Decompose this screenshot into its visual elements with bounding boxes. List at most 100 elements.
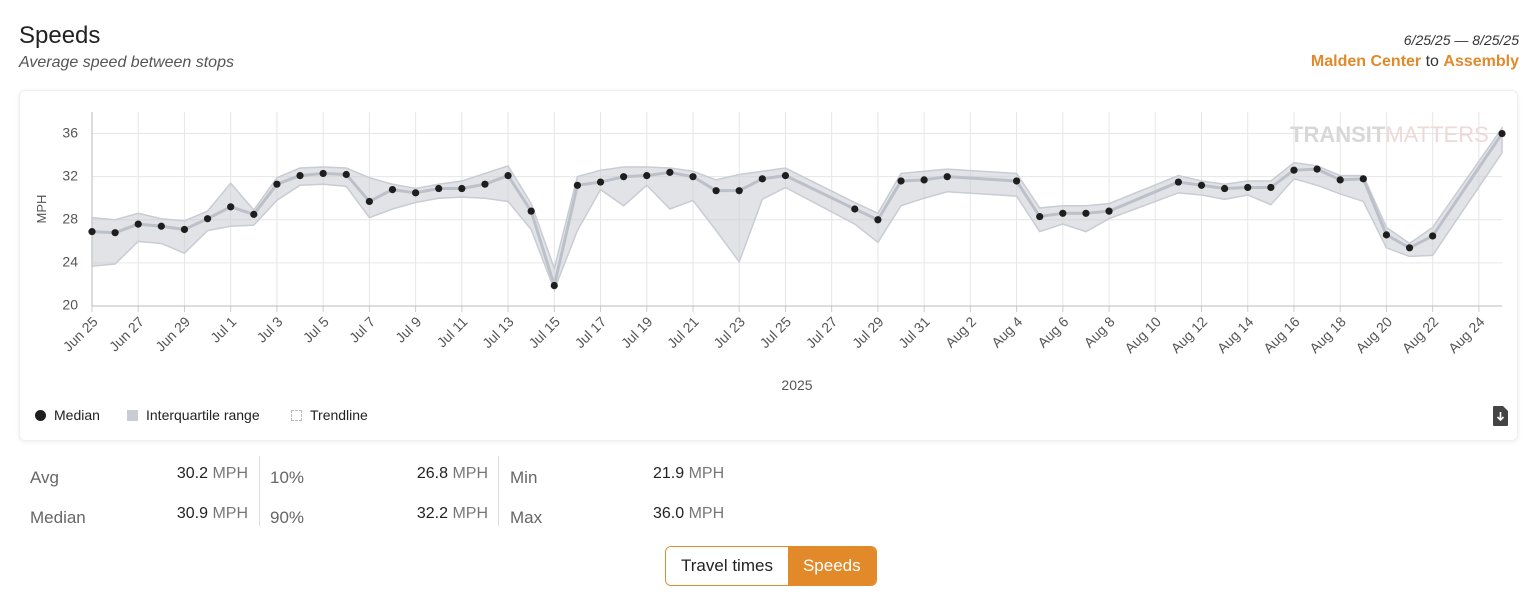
x-tick-label: Aug 2: [942, 313, 979, 350]
median-point: [550, 281, 558, 290]
median-point: [481, 180, 489, 188]
x-tick-label: Jul 7: [346, 313, 378, 345]
median-point: [596, 178, 605, 186]
x-tick-label: Aug 14: [1214, 313, 1257, 356]
median-point: [1036, 212, 1044, 221]
median-point: [111, 229, 119, 237]
median-point: [666, 168, 674, 176]
median-point: [689, 173, 697, 181]
stat-unit: MPH: [688, 465, 725, 482]
median-point: [227, 203, 235, 211]
title: Speeds: [19, 22, 101, 49]
median-point: [1336, 176, 1344, 184]
toggle-button[interactable]: Travel times: [666, 547, 788, 585]
median-point: [874, 216, 882, 224]
median-point: [712, 187, 720, 195]
median-point: [1382, 231, 1391, 239]
median-point: [180, 225, 189, 234]
y-tick-label: 32: [62, 167, 78, 183]
legend-swatch: [127, 409, 138, 421]
legend-median[interactable]: Median: [35, 407, 100, 423]
watermark-light: MATTERS: [1385, 122, 1488, 147]
iqr-band: [91, 125, 1503, 292]
median-point: [203, 215, 212, 223]
x-tick-label: Jul 27: [803, 313, 841, 351]
median-point: [573, 181, 582, 189]
median-point: [319, 169, 327, 178]
median-point: [388, 186, 397, 194]
x-tick-label: Jul 31: [895, 313, 933, 351]
median-point: [1359, 175, 1367, 183]
median-point: [943, 173, 951, 181]
x-tick-label: Aug 12: [1168, 313, 1211, 356]
x-tick-label: Jul 11: [434, 313, 471, 350]
separator: [259, 456, 260, 526]
watermark-bold: TRANSIT: [1290, 122, 1386, 147]
median-point: [342, 170, 350, 179]
plot-area: [88, 112, 1506, 312]
legend-swatch: [35, 409, 46, 421]
chart-card: [19, 90, 1518, 441]
x-tick-label: Jul 25: [756, 313, 794, 351]
median-point: [1244, 183, 1252, 192]
to-stop[interactable]: Assembly: [1443, 53, 1519, 70]
legend-label: Trendline: [310, 407, 368, 423]
x-tick-label: Aug 18: [1306, 313, 1349, 356]
median-point: [435, 184, 443, 193]
x-tick-label: Aug 4: [988, 313, 1025, 350]
x-tick-label: Jul 15: [525, 313, 563, 351]
stat-label: Avg: [30, 468, 59, 487]
median-point: [88, 228, 96, 236]
y-axis-label: MPH: [34, 195, 49, 224]
x-tick-label: Aug 24: [1445, 313, 1488, 356]
route: Malden Center to Assembly: [1311, 53, 1519, 71]
separator: [498, 456, 499, 526]
from-stop[interactable]: Malden Center: [1310, 53, 1422, 70]
median-point: [1059, 209, 1067, 217]
x-tick-label: Jun 25: [60, 313, 101, 354]
stat-unit: MPH: [212, 505, 248, 522]
date-range: 6/25/25 — 8/25/25: [1403, 32, 1519, 48]
median-point: [1313, 165, 1321, 173]
watermark: TRANSITMATTERS: [1290, 122, 1489, 147]
download-icon[interactable]: [1493, 406, 1508, 426]
stat-value: 36.0 MPH: [653, 505, 724, 523]
x-tick-label: Jul 19: [618, 313, 656, 351]
legend-iqr[interactable]: Interquartile range: [127, 407, 260, 423]
stat-label: Median: [30, 508, 86, 527]
x-tick-label: Aug 16: [1260, 313, 1303, 356]
x-tick-label: Jun 27: [106, 313, 147, 354]
x-tick-label: Jul 5: [300, 313, 332, 345]
median-point: [1290, 166, 1298, 174]
median-point: [1174, 178, 1182, 186]
median-point: [296, 171, 304, 180]
median-point: [620, 173, 628, 181]
x-tick-label: Jun 29: [152, 313, 193, 354]
median-point: [365, 197, 373, 206]
stat-number: 30.2: [176, 465, 208, 482]
stat-number: 30.9: [176, 505, 208, 522]
x-tick-label: Aug 20: [1352, 313, 1395, 356]
toggle-button[interactable]: Speeds: [787, 547, 876, 585]
stat-number: 32.2: [416, 505, 448, 522]
stat-value: 30.9 MPH: [177, 505, 248, 523]
x-tick-label: Jul 9: [392, 313, 424, 345]
stat-label: 90%: [270, 508, 305, 527]
median-point: [134, 220, 142, 228]
subtitle: Average speed between stops: [19, 54, 234, 71]
median-point: [273, 180, 281, 188]
median-point: [851, 205, 859, 213]
median-point: [1498, 129, 1506, 138]
legend-label: Interquartile range: [146, 407, 260, 423]
median-point: [735, 187, 743, 195]
legend-trendline[interactable]: Trendline: [291, 407, 368, 423]
stat-unit: MPH: [212, 465, 248, 482]
stat-unit: MPH: [688, 505, 725, 522]
x-tick-label: Aug 10: [1121, 313, 1164, 356]
stat-label: Min: [510, 468, 538, 487]
median-point: [1012, 177, 1021, 185]
median-point: [897, 177, 905, 185]
legend-label: Median: [54, 407, 100, 423]
x-tick-label: Jul 23: [710, 313, 748, 351]
